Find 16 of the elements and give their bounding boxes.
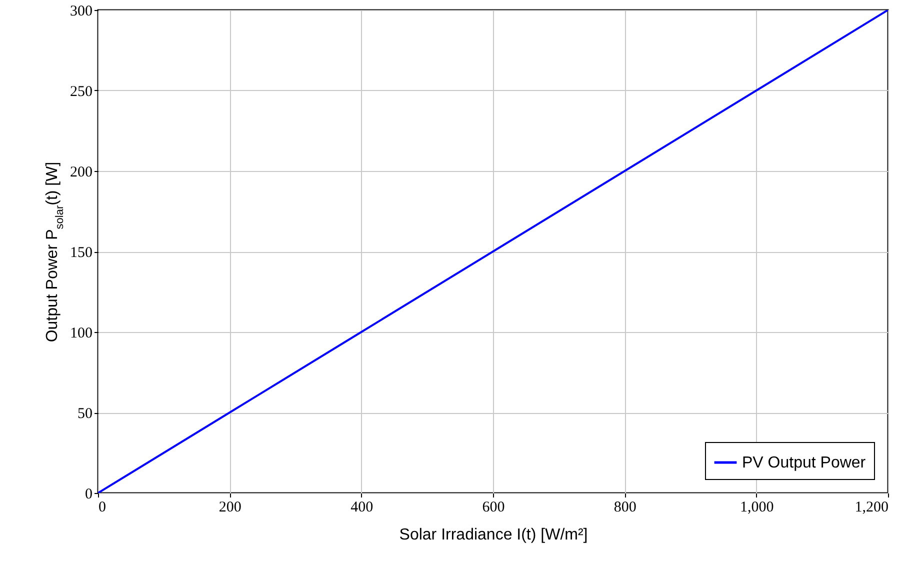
legend-label: PV Output Power (742, 454, 866, 472)
x-tick-label: 800 (614, 500, 636, 516)
x-tick-label: 0 (98, 500, 106, 516)
y-tick-label: 150 (70, 245, 92, 261)
y-tick-label: 200 (70, 164, 92, 180)
y-tick-label: 300 (70, 4, 92, 20)
y-tick-label: 250 (70, 84, 92, 100)
x-tick-label: 400 (350, 500, 374, 516)
y-tick-label: 0 (85, 486, 92, 502)
x-tick-label: 1,000 (740, 500, 774, 516)
x-tick-label: 200 (218, 500, 242, 516)
x-tick-label: 1,200 (854, 500, 888, 516)
x-axis-title: Solar Irradiance I(t) [W/m²] (399, 526, 588, 544)
y-tick-label: 50 (78, 406, 92, 422)
y-tick-label: 100 (70, 326, 92, 342)
x-tick-label: 600 (482, 500, 505, 516)
